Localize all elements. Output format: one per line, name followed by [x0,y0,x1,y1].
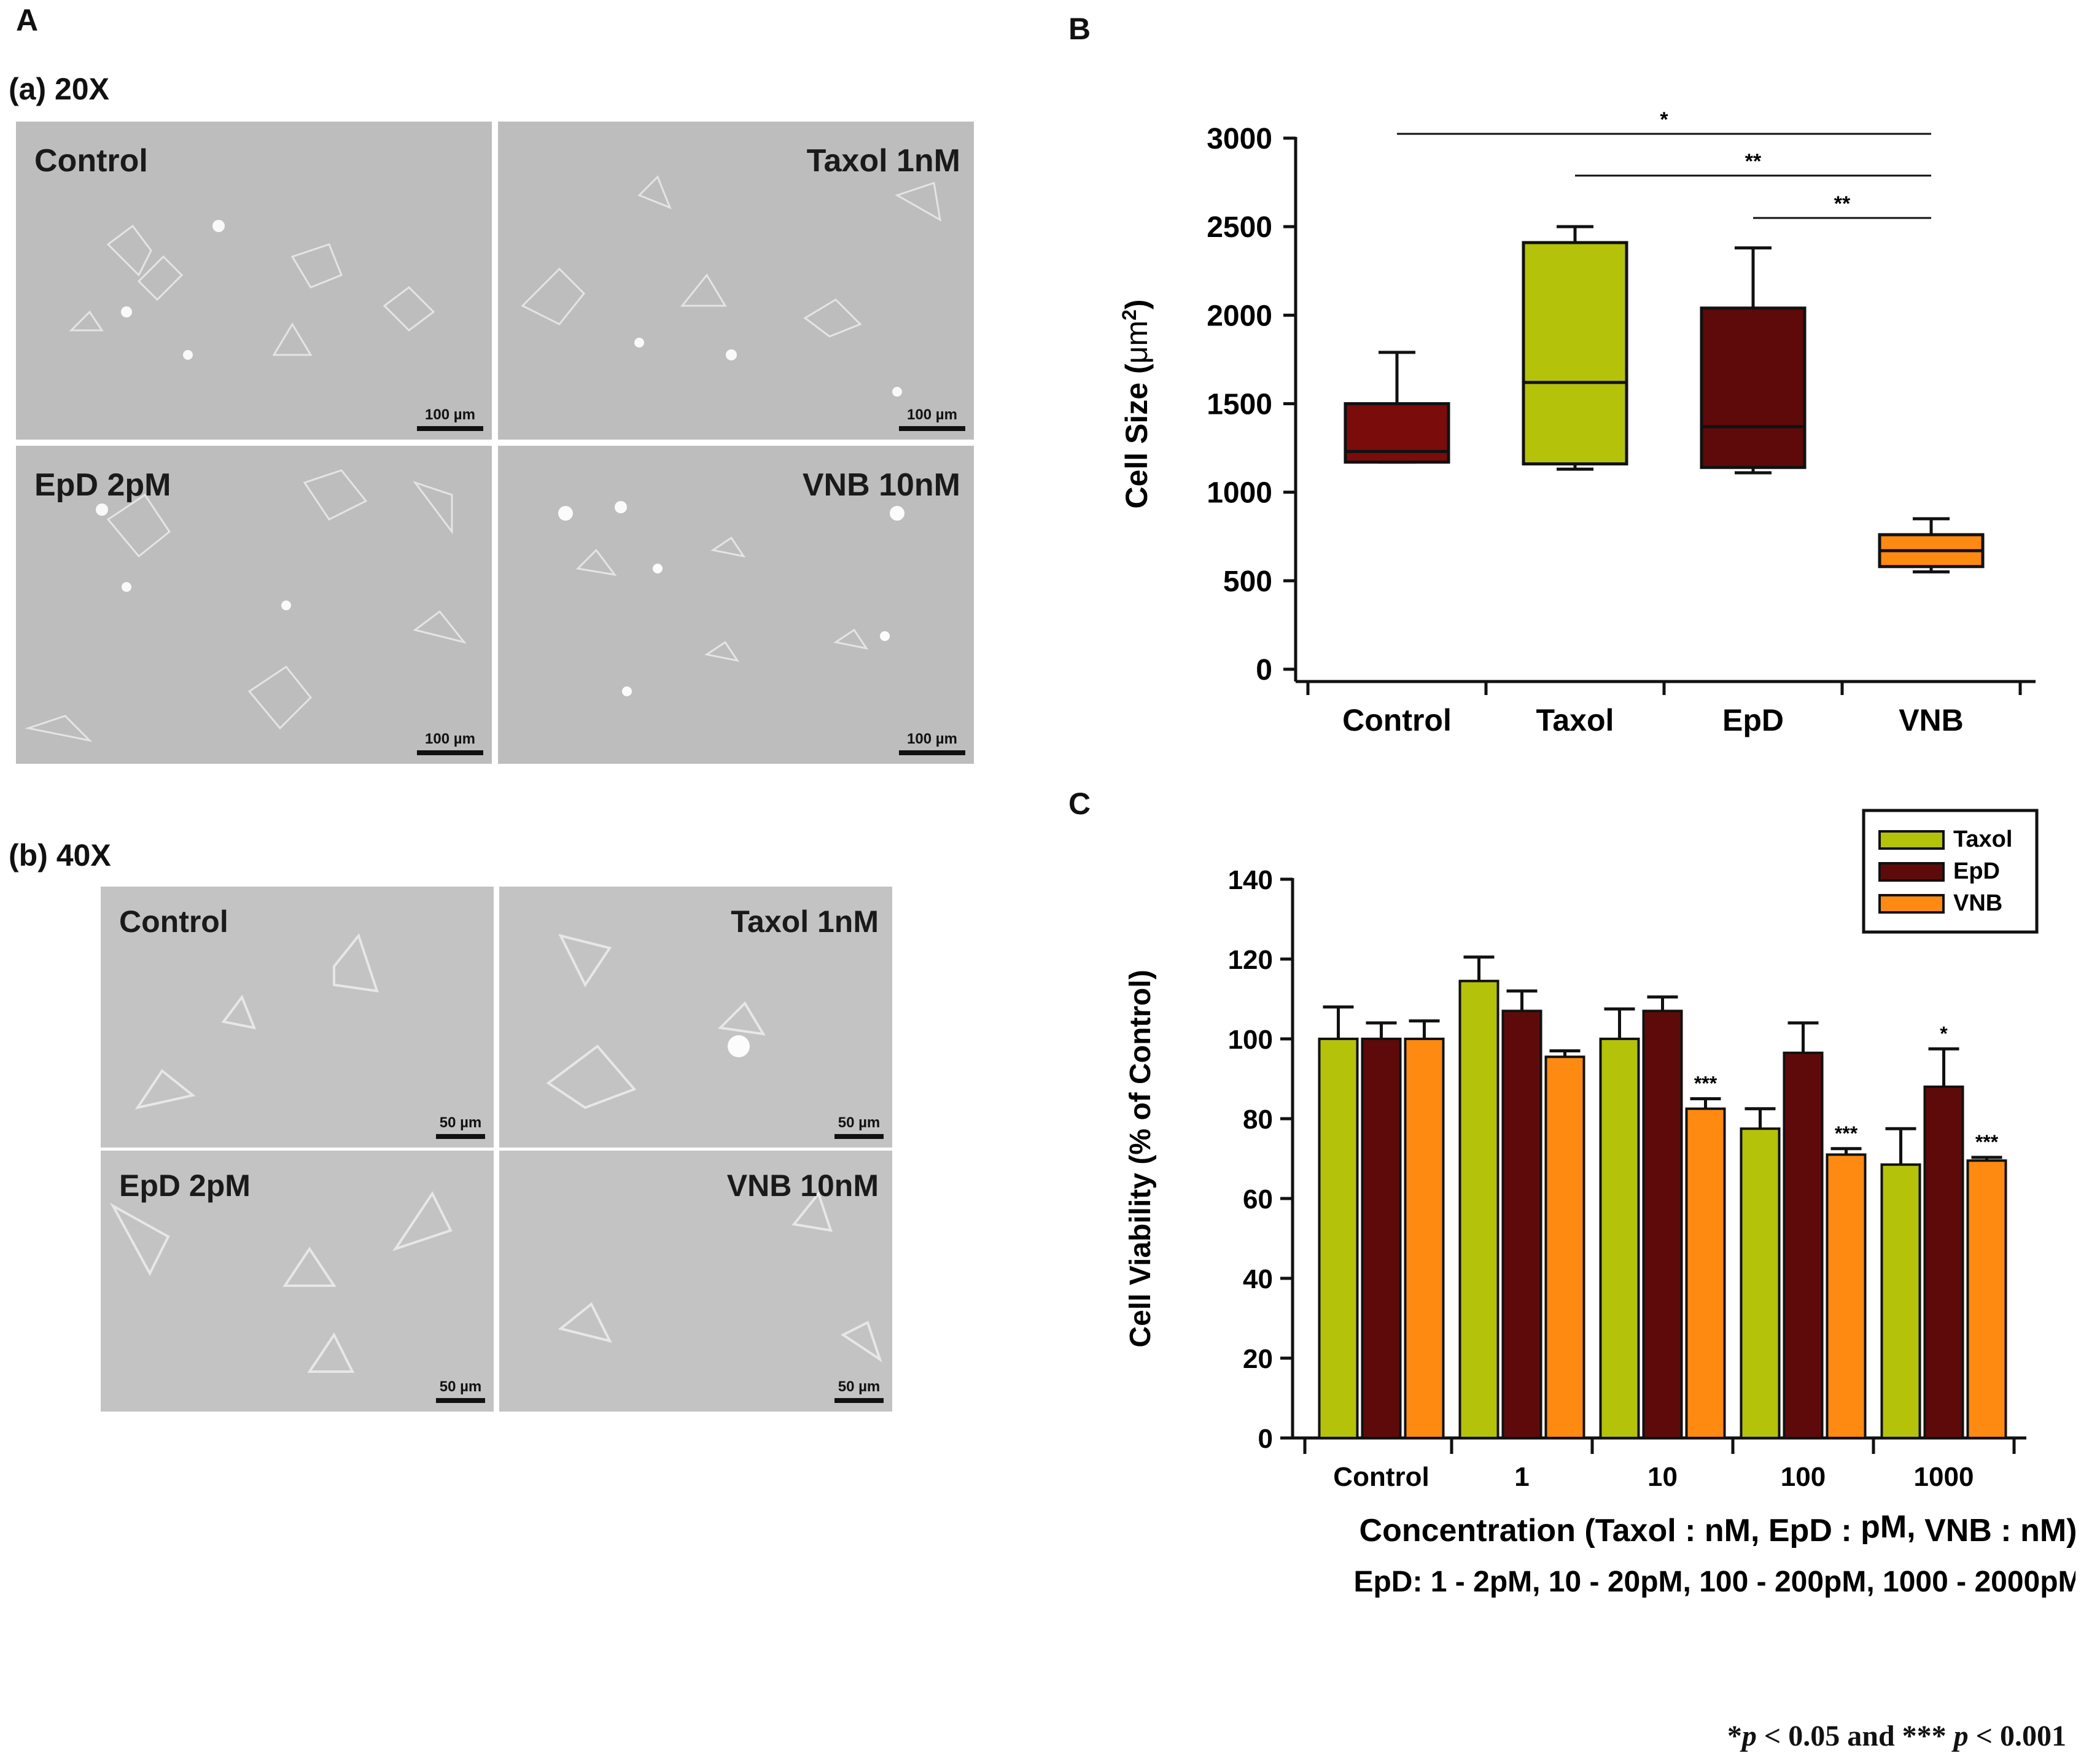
y-tick-label: 500 [1223,565,1272,598]
bar-taxol-10 [1599,1038,1640,1439]
cell-texture [25,469,467,742]
x-tick-label: EpD [1722,703,1784,737]
image-label: VNB 10nM [802,467,960,503]
scale-bar: 50 µm [436,1378,485,1403]
y-axis-label: Cell Size (μm2) [1118,299,1154,508]
micrograph-20x-control: Control 100 µm [16,122,492,440]
y-tick-label: 80 [1243,1105,1273,1135]
x-tick-label: Taxol [1536,703,1614,737]
x-tick-label: VNB [1899,703,1964,737]
bar-taxol-1 [1458,979,1499,1439]
panel-a-letter: A [16,3,39,37]
cell-texture [521,175,941,397]
micrograph-40x-vnb: VNB 10nM 50 µm [499,1151,892,1412]
y-tick-label: 1500 [1207,389,1272,421]
scale-bar: 100 µm [899,406,965,431]
bar-taxol-control [1318,1038,1359,1439]
scale-bar: 100 µm [417,406,483,431]
panel-b-letter: B [1068,12,1091,46]
cell-texture [546,934,766,1109]
significance-label: *** [1835,1122,1858,1144]
box-plot-cell-size: 0 500 1000 1500 2000 2500 3000 Control Taxol EpD V… [1118,108,2036,737]
y-tick-label: 140 [1228,865,1273,895]
y-tick-label: 100 [1228,1025,1273,1055]
bar-vnb-1 [1544,1055,1585,1439]
x-tick-label: Control [1342,703,1452,737]
image-label: VNB 10nM [726,1168,879,1203]
micrograph-20x-taxol: Taxol 1nM 100 µm [498,122,974,440]
bar-epd-100 [1783,1051,1824,1439]
panel-c-letter: C [1068,787,1091,821]
bar-taxol-1000 [1880,1163,1921,1439]
box-epd [1700,306,1807,469]
cell-texture [558,501,904,696]
y-tick-label: 60 [1243,1184,1273,1214]
y-tick-label: 0 [1258,1424,1273,1454]
bar-vnb-100 [1826,1153,1867,1439]
micrograph-20x-epd: EpD 2pM 100 µm [16,446,492,764]
box-control [1344,402,1450,464]
y-tick-label: 20 [1243,1344,1273,1374]
significance-label: ** [1745,150,1762,173]
micrograph-40x-taxol: Taxol 1nM 50 µm [499,887,892,1148]
image-label: Taxol 1nM [806,143,960,179]
y-tick-label: 2000 [1207,300,1272,332]
x-tick-label: Control [1333,1462,1429,1492]
x-tick-label: 100 [1781,1462,1826,1492]
cell-texture [109,1191,453,1373]
significance-label: ** [1834,192,1851,216]
significance-label: * [1940,1022,1948,1044]
image-label: EpD 2pM [119,1168,251,1203]
cell-texture [134,933,379,1110]
x-tick-label: 10 [1647,1462,1678,1492]
x-axis-label: Concentration (Taxol : nM, EpD : pM, VNB… [1359,1509,2075,1548]
scale-bar: 100 µm [417,731,483,755]
bar-epd-1000 [1923,1086,1964,1439]
image-label: Control [34,143,148,179]
bar-taxol-100 [1740,1127,1781,1439]
x-tick-label: 1 [1514,1462,1529,1492]
image-label: Control [119,904,228,939]
bar-epd-1 [1501,1009,1542,1439]
bar-vnb-control [1404,1038,1445,1439]
y-tick-label: 120 [1228,945,1273,975]
significance-label: *** [1694,1073,1717,1095]
cell-texture [558,1191,882,1362]
subtitle-40x: (b) 40X [9,838,111,872]
y-axis-label: Cell Viability (% of Control) [1124,969,1157,1347]
legend-swatch-taxol [1878,830,1945,850]
y-tick-label: 1000 [1207,477,1272,510]
y-tick-label: 2500 [1207,211,1272,244]
legend-swatch-vnb [1878,894,1945,914]
legend-label: VNB [1953,890,2002,916]
x-tick-label: 1000 [1914,1462,1974,1492]
micrograph-20x-vnb: VNB 10nM 100 µm [498,446,974,764]
box-taxol [1522,241,1628,466]
bar-epd-10 [1642,1009,1683,1439]
image-label: Taxol 1nM [731,904,879,939]
legend-swatch-epd [1878,862,1945,882]
y-tick-label: 0 [1256,654,1272,686]
scale-bar: 100 µm [899,731,965,755]
cell-texture [69,220,435,360]
bar-chart-viability: 0 20 40 60 80 100 120 140 Control 1 10 100 1000 Cell … [1124,809,2075,1598]
micrograph-40x-control: Control 50 µm [101,887,494,1148]
x-axis-note: EpD: 1 - 2pM, 10 - 20pM, 100 - 200pM, 10… [1353,1566,2075,1598]
significance-label: *** [1975,1131,1999,1153]
y-tick-label: 40 [1243,1264,1273,1294]
image-label: EpD 2pM [34,467,171,503]
legend-label: Taxol [1953,826,2012,852]
bar-epd-control [1361,1038,1402,1439]
subtitle-20x: (a) 20X [9,72,109,106]
scale-bar: 50 µm [834,1378,884,1403]
significance-label: * [1660,108,1668,131]
micrograph-40x-epd: EpD 2pM 50 µm [101,1151,494,1412]
bar-vnb-10 [1685,1107,1726,1439]
legend-label: EpD [1953,858,2000,884]
scale-bar: 50 µm [436,1114,485,1139]
scale-bar: 50 µm [834,1114,884,1139]
significance-footnote: *p < 0.05 and *** p < 0.001 [1727,1720,2066,1752]
y-tick-label: 3000 [1207,123,1272,155]
bar-vnb-1000 [1966,1159,2007,1439]
